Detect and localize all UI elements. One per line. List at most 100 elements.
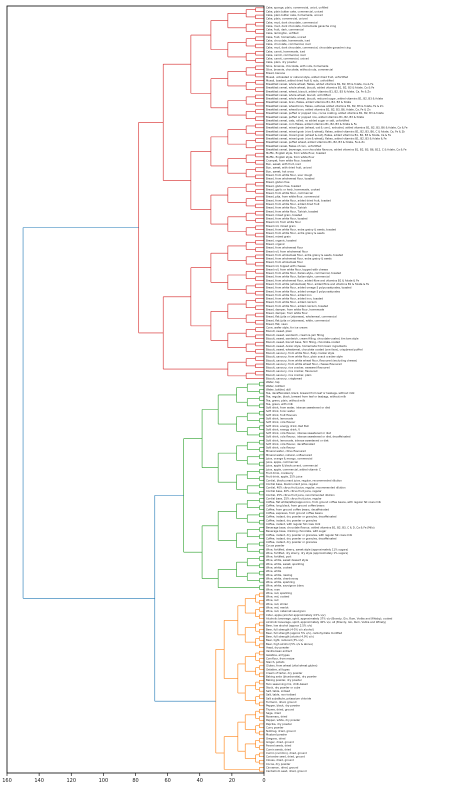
leaf-label: Cake, carrot, homemade, iced xyxy=(266,49,305,53)
leaf-label: Cake, mud, dark chocolate, commercial xyxy=(266,20,318,24)
leaf-label: Gluten, from wheat (vital wheat gluten) xyxy=(266,664,317,668)
leaf-label: Coffee, espresso, from ground coffee bea… xyxy=(266,511,323,515)
leaf-label: Bread, from white (wholemeal) flour, add… xyxy=(266,282,369,286)
leaf-label: Bun, sweet, with dried fruit, uniced xyxy=(266,166,312,170)
leaf-label: Bread, organic, toasted xyxy=(266,238,297,242)
leaf-label: Bread, from white flour, commercial xyxy=(266,191,313,195)
leaf-label: Cloves, dried, ground xyxy=(266,758,294,762)
leaf-label: Bread, from white flour, Italian-style, … xyxy=(266,275,330,279)
leaf-label: Biscuit, savoury, from white wheat flour… xyxy=(266,362,342,366)
leaf-label: Wine, red, sparkling xyxy=(266,591,292,595)
leaf-label: Wine, fortified, dry sherry, dry style (… xyxy=(266,551,348,555)
leaf-label: Breakfast cereal, mixed grain (wheat & o… xyxy=(266,133,391,137)
leaf-label: Beer, high alcohol (5% v/v & above) xyxy=(266,642,313,646)
leaf-label: Bread, damper, from white flour, homemad… xyxy=(266,307,324,311)
branch-lines xyxy=(22,7,264,772)
leaf-label: Bread, mixed grain xyxy=(266,235,291,239)
leaf-label: Biscuit, sweet, sandwich, cream filling,… xyxy=(266,337,359,341)
leaf-label: Muesli, toasted, added dried fruit & nut… xyxy=(266,78,334,82)
leaf-label: Juice, orange & mango, commercial xyxy=(265,456,313,460)
leaf-label: Pepper, white, dry powder xyxy=(266,718,301,722)
leaf-label: Bread, from white flour, added dried fru… xyxy=(266,198,331,202)
leaf-label: Breakfast cereal, puffed or popped rice,… xyxy=(266,111,384,115)
leaf-label: Thyme, dried, ground xyxy=(266,707,294,711)
leaf-label: Cake, chocolate, commercial, iced xyxy=(266,42,311,46)
leaf-label: Biscuit, sweet, biscuit base, firm filli… xyxy=(266,340,340,344)
leaf-label: Breakfast cereal, whole wheat, biscuit, … xyxy=(266,86,375,90)
leaf-label: Bread roll, from white flour, topped wit… xyxy=(266,267,328,271)
leaf-label: Cocoa, dry powder xyxy=(266,762,291,766)
leaf-labels: Cake, sponge, plain, commercial, unicd, … xyxy=(265,6,408,773)
leaf-label: Coffee, instant, dry powder or granules xyxy=(266,540,318,544)
leaf-label: Breakfast cereal, bran, flakes, added vi… xyxy=(266,100,352,104)
leaf-label: Bread, damper, from white flour xyxy=(266,311,309,315)
leaf-label: Soft drink, cola flavour xyxy=(266,420,296,424)
leaf-label: Beer, low alcohol (approx 2.5% v/v) xyxy=(266,624,312,628)
leaf-label: Biscuit, sweet, plain xyxy=(266,329,292,333)
leaf-label: Gelatine, all types xyxy=(266,653,290,657)
leaf-label: Cinnamon, dried, ground xyxy=(266,765,299,769)
leaf-label: Cordial base, 40% citrus fruit juice, re… xyxy=(266,489,323,493)
leaf-label: Crumpet, from white flour, toasted xyxy=(266,158,311,162)
leaf-label: Yeast, dry powder xyxy=(266,645,290,649)
leaf-label: Turmeric, dried, ground xyxy=(266,700,297,704)
leaf-label: Cordial, blackcurrant juice, regular, re… xyxy=(266,478,342,482)
leaf-label: Soft drink, tonic water xyxy=(266,409,296,413)
leaf-label: Wine, red, cooked xyxy=(266,595,290,599)
leaf-label: Bread, from white flour, added dried fru… xyxy=(266,202,319,206)
leaf-label: Cider, apple (alcohol approximately 4.5%… xyxy=(266,613,325,617)
leaf-label: Bread, flat, naan xyxy=(266,322,288,326)
leaf-label: Coffee, long black, from ground coffee b… xyxy=(266,504,325,508)
leaf-label: Wine, white, sweet dessert style xyxy=(266,558,308,562)
leaf-label: Breakfast cereal, puffed wheat, added vi… xyxy=(266,140,365,144)
leaf-label: Vanilla bean extract xyxy=(266,649,292,653)
leaf-label: Bread, flat (pita or Lebanese), wholemea… xyxy=(266,315,337,319)
leaf-label: Bread, gluten free, toasted xyxy=(266,184,301,188)
leaf-label: Bread, flat (pita or Lebanese), white, c… xyxy=(266,318,330,322)
leaf-label: Breakfast cereal, beverage, non-chocolat… xyxy=(266,147,407,151)
leaf-label: Biscuit, savoury, rice cracker, seaweed … xyxy=(266,366,330,370)
leaf-label: Wine, white, chardonnay xyxy=(266,576,299,580)
leaf-label: Taco seasoning mix, chilli-based xyxy=(266,682,308,686)
leaf-label: Ginger, dried, ground xyxy=(266,740,294,744)
x-tick-label: 20 xyxy=(229,778,235,784)
leaf-label: Cake, carrot, commercial, uniced xyxy=(266,57,309,61)
leaf-label: Muffin, English style, from white flour,… xyxy=(266,151,326,155)
leaf-label: Wine, red, merlot xyxy=(266,606,289,610)
leaf-label: Beverage base, drinking chocolate, with … xyxy=(266,529,327,533)
leaf-label: Bread, from wholemeal flour, added fibre… xyxy=(266,278,359,282)
leaf-label: Coriander seed, dried, ground xyxy=(266,755,305,759)
leaf-label: Bread, from wholemeal flour, toasted xyxy=(266,177,315,181)
leaf-label: Wine, white xyxy=(266,569,282,573)
leaf-label: Breakfast cereal, corn flakes, added vit… xyxy=(266,122,357,126)
leaf-label: Water, bottled, still xyxy=(266,387,291,391)
leaf-label: Wine, fortified, port xyxy=(266,555,291,559)
leaf-label: Soft drink, cola flavour, intense sweete… xyxy=(266,435,351,439)
leaf-label: Wine, white, sweet, sparkling xyxy=(266,562,304,566)
leaf-label: Biscuit, savoury, from white flour, plai… xyxy=(266,355,343,359)
leaf-label: Soft drink, cola flavour, decaffeinated xyxy=(266,442,315,446)
leaf-label: Bread, from white flour, added iron xyxy=(266,293,312,297)
leaf-label: Coffee, instant, with regular fat cows m… xyxy=(266,522,321,526)
leaf-label: Bread roll, mixed grain xyxy=(266,224,296,228)
leaf-label: Wine, white, riesling xyxy=(266,573,293,577)
leaf-label: Starch, potato xyxy=(266,660,285,664)
leaf-label: Baking soda (bicarbonate), dry powder xyxy=(266,675,318,679)
leaf-label: Biscuit, savoury, crispbread xyxy=(266,376,302,380)
leaf-label: Breakfast cereal, wheat bran, added vita… xyxy=(266,107,371,111)
leaf-label: Cornflour, from maize xyxy=(266,656,295,660)
leaf-label: Cone, wafer style, for ice cream xyxy=(266,326,308,330)
leaf-label: Bread, from wholemeal flour, extra grain… xyxy=(266,253,343,257)
leaf-label: Wine, rose xyxy=(266,587,280,591)
leaf-label: Bread, mixed grain, toasted xyxy=(266,213,303,217)
leaf-label: Bread, from white flour, added iron, toa… xyxy=(266,297,323,301)
leaf-label: Fruit drink, apple, 25% juice xyxy=(266,475,303,479)
leaf-label: Bread, garlic or herb, homemade, cooked xyxy=(266,187,320,191)
leaf-label: Bread, from white flour, added omega-3 p… xyxy=(266,289,341,293)
leaf-label: Coffee, instant, dry powder or granules,… xyxy=(266,536,337,540)
leaf-label: Biscuit, savoury, rice cracker, plain xyxy=(266,373,312,377)
leaf-label: Bread, from white flour, extra grainy & … xyxy=(266,231,325,235)
leaf-label: Cumin seeds, dried xyxy=(266,747,291,751)
leaf-label: Soft drink, lemonade, intense sweetened … xyxy=(266,438,329,442)
leaf-label: Cordial, 40% citrus fruit juice, regular… xyxy=(266,486,346,490)
